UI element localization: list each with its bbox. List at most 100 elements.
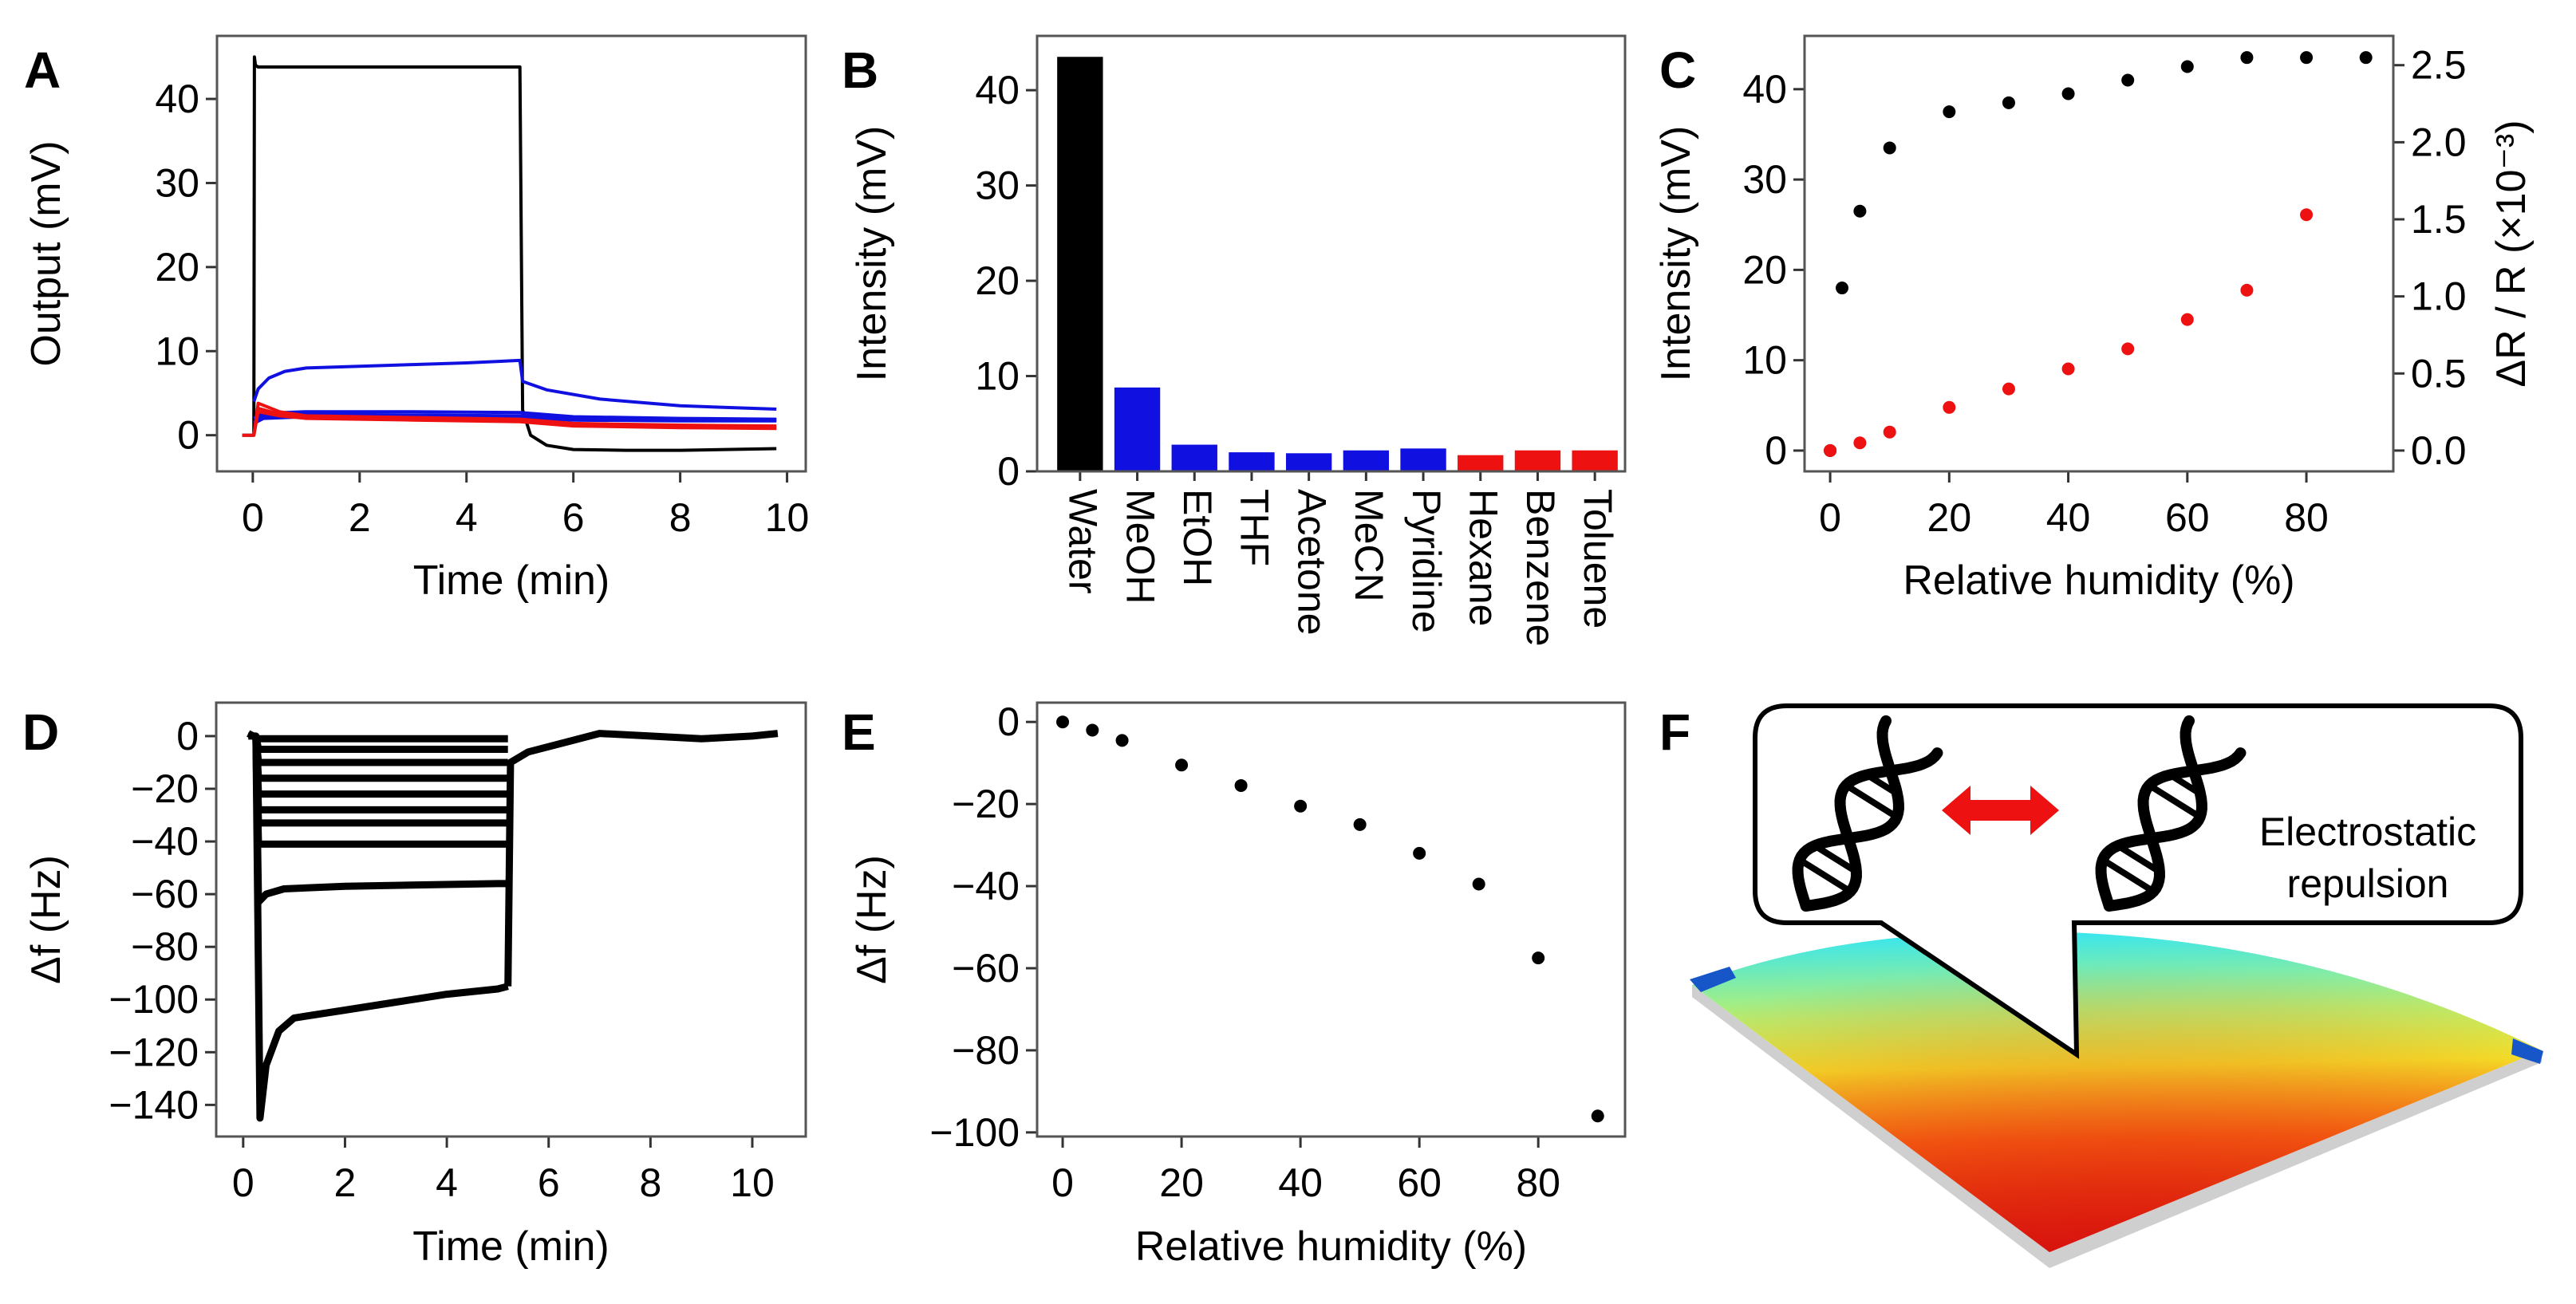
bar-mecn [1343,450,1390,471]
callout-text-line1: Electrostatic [2259,810,2476,854]
plot-frame [215,34,807,473]
data-point [1824,443,1837,457]
left-clamp [1690,967,1736,992]
y-tick-label: −100 [108,977,199,1022]
data-point [1853,436,1867,450]
dna-rung [1840,836,1852,847]
series-line-10-rh [252,735,508,753]
data-point [1836,282,1849,295]
x-tick-label: 4 [436,1160,458,1205]
series-line-toluene [252,410,777,436]
y-axis-label: Δf (Hz) [849,855,895,984]
y-axis-label: Output (mV) [23,140,69,366]
y-right-axis-label: ΔR / R (×10⁻³) [2488,120,2535,387]
y-tick-label: 10 [1742,338,1787,383]
x-tick-label: 8 [669,495,692,540]
data-point [2180,313,2194,326]
dna-rung [1865,772,1899,797]
panel-label-f: F [1659,703,1690,761]
x-tick-label: 0 [1051,1160,1074,1205]
bar-water [1057,57,1103,471]
y-tick-label: −140 [108,1082,199,1127]
y-right-tick-label: 0.5 [2411,351,2467,396]
y-tick-label: −100 [929,1110,1020,1155]
x-tick-label: 0 [232,1160,254,1205]
bar-toluene [1572,450,1618,471]
x-tick-label: 6 [538,1160,560,1205]
data-point [1413,846,1426,860]
plot-frame [1803,34,2395,473]
y-tick-label: 30 [1742,157,1787,202]
panel-f-illustration: Electrostatic repulsion [1690,703,2543,1268]
y-right-tick-label: 0.0 [2411,428,2467,473]
y-axis-label: Intensity (mV) [849,126,895,382]
data-point [1086,723,1099,737]
dna-rung [2190,762,2202,773]
dna-icon [2095,715,2247,912]
y-tick-label: −120 [108,1030,199,1074]
x-tick-label: 40 [1278,1160,1323,1205]
series-line-90-rh [248,732,509,1122]
data-point [2002,382,2015,396]
data-point [2300,208,2314,222]
y-tick-label: 10 [155,329,199,373]
category-label: THF [1233,489,1277,566]
panel-label-d: D [22,703,59,761]
callout-text-line2: repulsion [2287,861,2449,906]
data-point [2121,342,2135,356]
y-tick-label: 0 [997,699,1020,744]
y-tick-label: −20 [131,766,199,811]
x-tick-label: 2 [349,495,371,540]
plot-frame [1036,34,1627,473]
series-line-80-rh [252,735,508,906]
x-tick-label: 2 [334,1160,357,1205]
x-tick-label: 80 [1516,1160,1560,1205]
category-label: MeOH [1118,489,1162,604]
x-tick-label: 60 [1397,1160,1442,1205]
category-label: Pyridine [1404,489,1449,633]
data-point [1943,105,1956,119]
dna-rung [1813,842,1859,875]
chart-d: 0 −20 −40 −60 −80 −100 −120 −140 0 2 4 6 8 10 Δf (Hz) T… [23,701,807,1270]
chart-c: 0 10 20 30 40 0.0 0.5 1.0 1.5 2.0 2.5 0 20 40 60 80 Inte… [1653,34,2535,604]
y-tick-label: −80 [952,1028,1020,1073]
data-point [2240,51,2254,65]
x-tick-label: 20 [1159,1160,1204,1205]
y-axis-label: Intensity (mV) [1653,126,1699,382]
series-line-water [242,55,777,452]
x-tick-label: 20 [1927,495,1972,540]
x-tick-label: 4 [456,495,478,540]
y-tick-label: 40 [975,68,1020,112]
y-tick-label: 0 [1765,428,1787,473]
y-tick-label: 20 [975,258,1020,303]
dna-rung [2101,857,2156,895]
plot-frame [1036,701,1627,1138]
plate-shading [1692,931,2542,1252]
dna-rung [1844,782,1899,820]
data-point [2061,87,2075,100]
double-arrow-icon [1942,786,2059,835]
x-tick-label: 0 [242,495,264,540]
y-tick-label: 0 [997,449,1020,494]
y-tick-label: 20 [155,245,199,290]
category-label: Acetone [1289,489,1334,635]
data-point [1353,817,1367,831]
series-line-meoh [252,358,777,411]
series-line-5-rh [247,730,508,743]
y-tick-label: 30 [155,160,199,205]
y-tick-label: 30 [975,163,1020,208]
data-point [2300,51,2314,65]
x-tick-label: 8 [639,1160,661,1205]
data-point [2061,362,2075,376]
plate-base [1692,985,2542,1268]
y-axis-label: Δf (Hz) [23,855,69,984]
data-point [1175,758,1189,772]
y-tick-label: −20 [952,782,1020,826]
dna-rung [2116,842,2162,875]
series-line-30-rh [252,735,508,782]
bar-benzene [1514,450,1561,471]
x-tick-label: 80 [2284,495,2329,540]
y-tick-label: −60 [952,946,1020,991]
plot-frame [215,701,807,1138]
y-tick-label: −40 [952,864,1020,908]
